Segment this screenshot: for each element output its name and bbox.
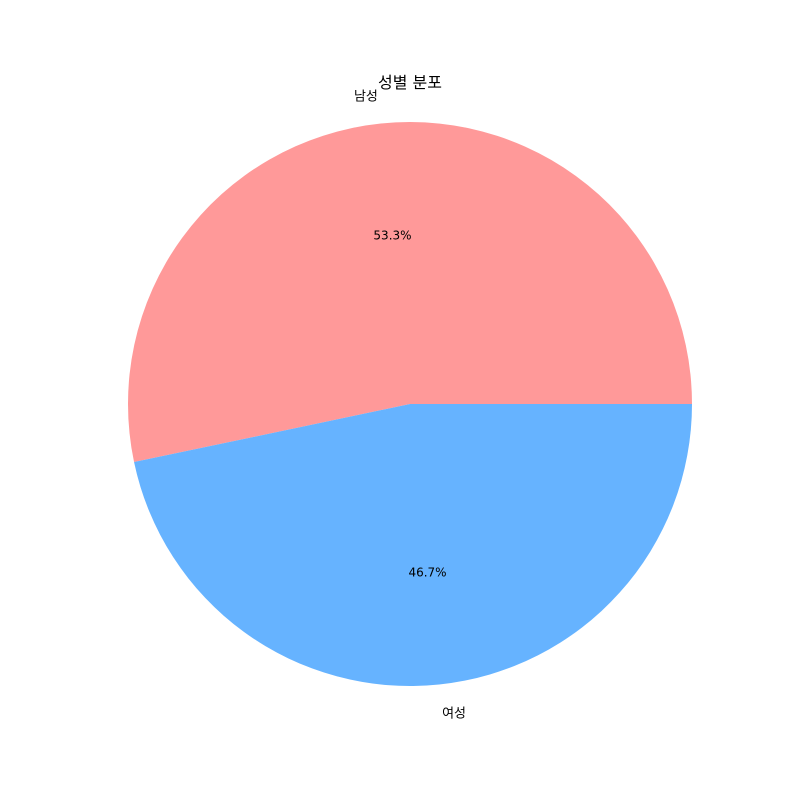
slice-percent-label: 53.3% — [373, 229, 411, 243]
slice-category-label: 여성 — [442, 707, 466, 722]
slice-percent-label: 46.7% — [408, 565, 446, 579]
pie-slices — [128, 122, 692, 686]
pie-slice-2 — [134, 404, 692, 686]
chart-title: 성별 분포 — [378, 73, 442, 92]
slice-category-label: 남성 — [354, 89, 378, 104]
